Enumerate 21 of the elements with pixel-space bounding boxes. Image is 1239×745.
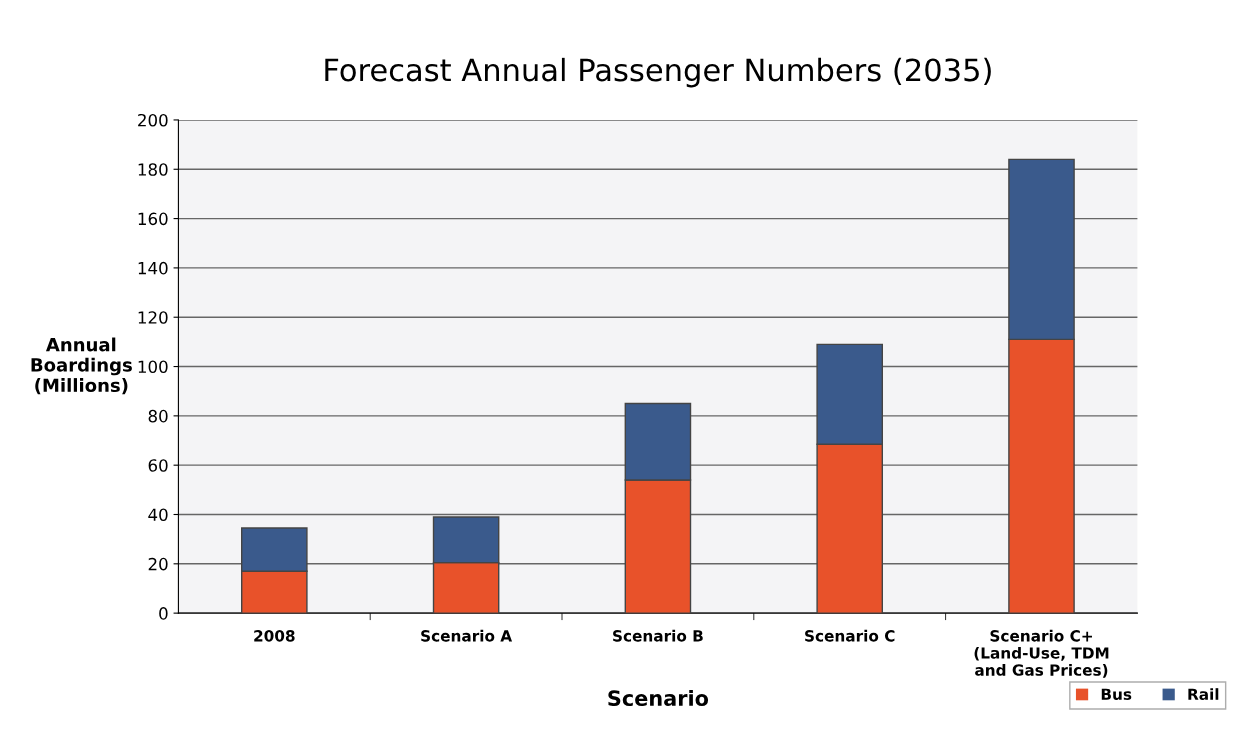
y-tick-label: 180 (138, 163, 168, 176)
y-tick-label: 140 (138, 261, 168, 275)
y-tick-label: 200 (138, 113, 168, 127)
y-tick-label: 0 (159, 607, 168, 620)
y-tick-label: 40 (148, 508, 168, 522)
x-tick-label: Scenario B (613, 629, 703, 642)
y-tick-label: 80 (148, 409, 168, 423)
chart-title: Forecast Annual Passenger Numbers (2035) (325, 57, 991, 88)
x-tick-label: Scenario A (421, 629, 513, 642)
x-tick-label: 2008 (254, 630, 295, 642)
x-axis-title: Scenario (608, 689, 709, 707)
y-tick-label: 100 (138, 360, 168, 374)
y-tick-label: 20 (148, 557, 168, 571)
y-tick-label: 60 (148, 459, 168, 472)
y-tick-label: 160 (138, 212, 168, 226)
y-tick-label: 120 (138, 311, 168, 324)
y-axis-title: Annual Boardings (Millions) (31, 337, 132, 395)
x-tick-label: Scenario C+ (Land-Use, TDM and Gas Prices) (974, 629, 1109, 678)
legend-label: Rail (1188, 688, 1219, 700)
legend-label: Bus (1101, 688, 1132, 700)
x-tick-label: Scenario C (805, 629, 895, 642)
